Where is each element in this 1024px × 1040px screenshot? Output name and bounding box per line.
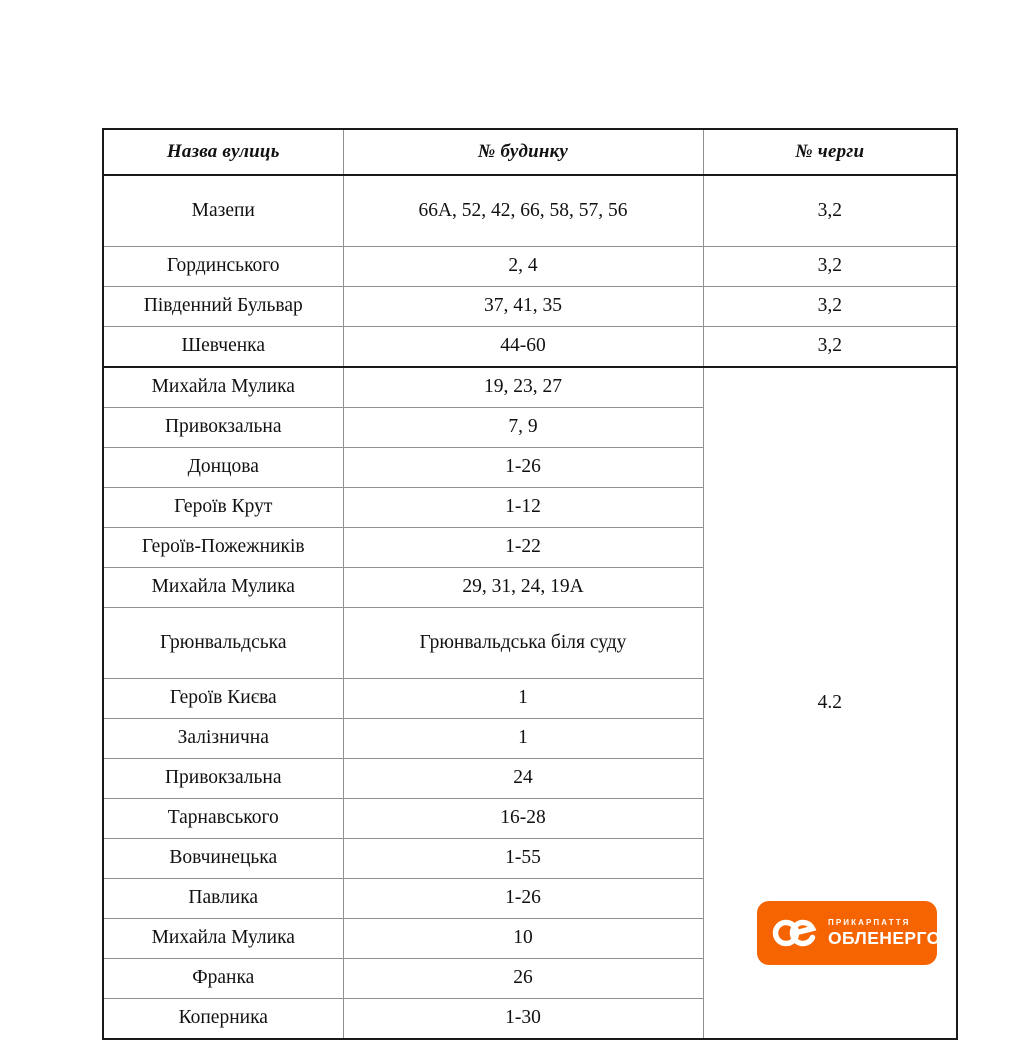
cell-queue-number: 3,2 [702, 246, 958, 287]
cell-house-numbers: 1 [342, 678, 704, 719]
table-row: Героїв-Пожежників 1-22 [102, 527, 957, 568]
cell-house-numbers: 19, 23, 27 [342, 366, 704, 408]
column-header-house: № будинку [342, 129, 704, 176]
cell-house-numbers: 1-26 [342, 447, 704, 488]
table-row: Михайла Мулика 19, 23, 27 4.2 [102, 366, 958, 1040]
column-header-queue: № черги [702, 129, 957, 176]
logo-line-obleneergo: ОБЛЕНЕРГО [828, 927, 941, 948]
table-row: Михайла Мулика 29, 31, 24, 19А [102, 567, 957, 608]
cell-street-name: Південний Бульвар [102, 286, 344, 327]
cell-street-name: Михайла Мулика [102, 366, 344, 408]
cell-house-numbers: 7, 9 [342, 407, 704, 448]
cell-house-numbers: 1-26 [342, 878, 704, 919]
cell-house-numbers: 10 [342, 918, 704, 959]
cell-house-numbers: 37, 41, 35 [342, 286, 704, 327]
table-row: Шевченка 44-60 3,2 [102, 326, 958, 368]
cell-street-name: Михайла Мулика [102, 918, 344, 959]
obleneergo-logo: ПРИКАРПАТТЯ ОБЛЕНЕРГО [757, 901, 940, 965]
cell-house-numbers: 24 [342, 758, 704, 799]
cell-street-name: Залізнична [102, 718, 344, 759]
table-row: Залізнична 1 [102, 718, 957, 759]
cell-house-numbers: 2, 4 [342, 246, 704, 287]
cell-queue-number: 3,2 [702, 286, 958, 327]
cell-street-name: Донцова [102, 447, 344, 488]
cell-house-numbers: 44-60 [342, 326, 704, 368]
cell-house-numbers: 1-55 [342, 838, 704, 879]
table-row: Мазепи 66А, 52, 42, 66, 58, 57, 56 3,2 [102, 174, 958, 247]
cell-street-name: Коперника [102, 998, 344, 1039]
logo-text-block: ПРИКАРПАТТЯ ОБЛЕНЕРГО [828, 917, 941, 948]
cell-street-name: Привокзальна [102, 407, 344, 448]
cell-street-name: Героїв-Пожежників [102, 527, 344, 568]
cell-street-name: Вовчинецька [102, 838, 344, 879]
cell-street-name: Шевченка [102, 326, 344, 368]
cell-street-name: Михайла Мулика [102, 567, 344, 608]
cell-house-numbers: 29, 31, 24, 19А [342, 567, 704, 608]
table-row: Героїв Крут 1-12 [102, 487, 957, 528]
table-row: Вовчинецька 1-55 [102, 838, 957, 879]
table-row: Героїв Києва 1 [102, 678, 957, 719]
header-row: Назва вулиць № будинку № черги [103, 129, 957, 176]
cell-street-name: Тарнавського [102, 798, 344, 839]
cell-house-numbers: 1-30 [342, 998, 704, 1039]
column-header-street: Назва вулиць [103, 129, 344, 176]
table-row: Південний Бульвар 37, 41, 35 3,2 [102, 286, 958, 327]
cell-queue-number: 3,2 [702, 326, 958, 368]
cell-street-name: Героїв Крут [102, 487, 344, 528]
cell-street-name: Мазепи [102, 174, 344, 247]
table-row: Гординського 2, 4 3,2 [102, 246, 958, 287]
table-row: Михайла Мулика 10 [102, 918, 957, 959]
logo-line-prykarpattya: ПРИКАРПАТТЯ [828, 917, 911, 927]
cell-house-numbers: 1-12 [342, 487, 704, 528]
cell-street-name: Франка [102, 958, 344, 999]
cell-house-numbers: 1-22 [342, 527, 704, 568]
table-row: Привокзальна 7, 9 [102, 407, 957, 448]
cell-street-name: Привокзальна [102, 758, 344, 799]
cell-street-name: Грюнвальдська [102, 607, 344, 679]
cell-house-numbers: 66А, 52, 42, 66, 58, 57, 56 [342, 174, 704, 247]
cell-street-name: Героїв Києва [102, 678, 344, 719]
cell-house-numbers: 1 [342, 718, 704, 759]
cell-house-numbers: Грюнвальдська біля суду [342, 607, 704, 679]
oe-monogram-icon [772, 919, 817, 947]
cell-house-numbers: 26 [342, 958, 704, 999]
cell-queue-number: 3,2 [702, 174, 958, 247]
cell-street-name: Павлика [102, 878, 344, 919]
cell-house-numbers: 16-28 [342, 798, 704, 839]
cell-street-name: Гординського [102, 246, 344, 287]
table-header: Назва вулиць № будинку № черги [103, 129, 957, 176]
table-row: Франка 26 [102, 958, 957, 999]
